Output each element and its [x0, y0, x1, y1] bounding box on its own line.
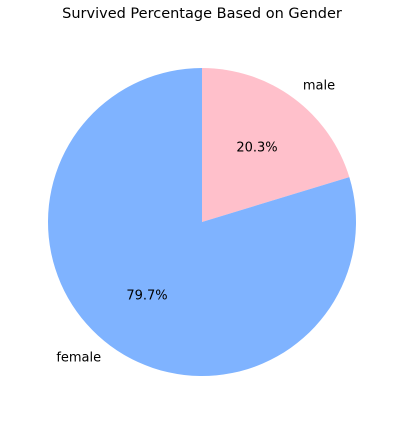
slice-label-female: female [56, 351, 101, 366]
percent-label-female: 79.7% [126, 289, 167, 304]
percent-label-male: 20.3% [236, 140, 277, 155]
chart-title: Survived Percentage Based on Gender [62, 6, 342, 22]
slice-label-male: male [303, 78, 335, 93]
pie-slice-female [47, 68, 356, 376]
pie-slice-male [202, 68, 350, 222]
